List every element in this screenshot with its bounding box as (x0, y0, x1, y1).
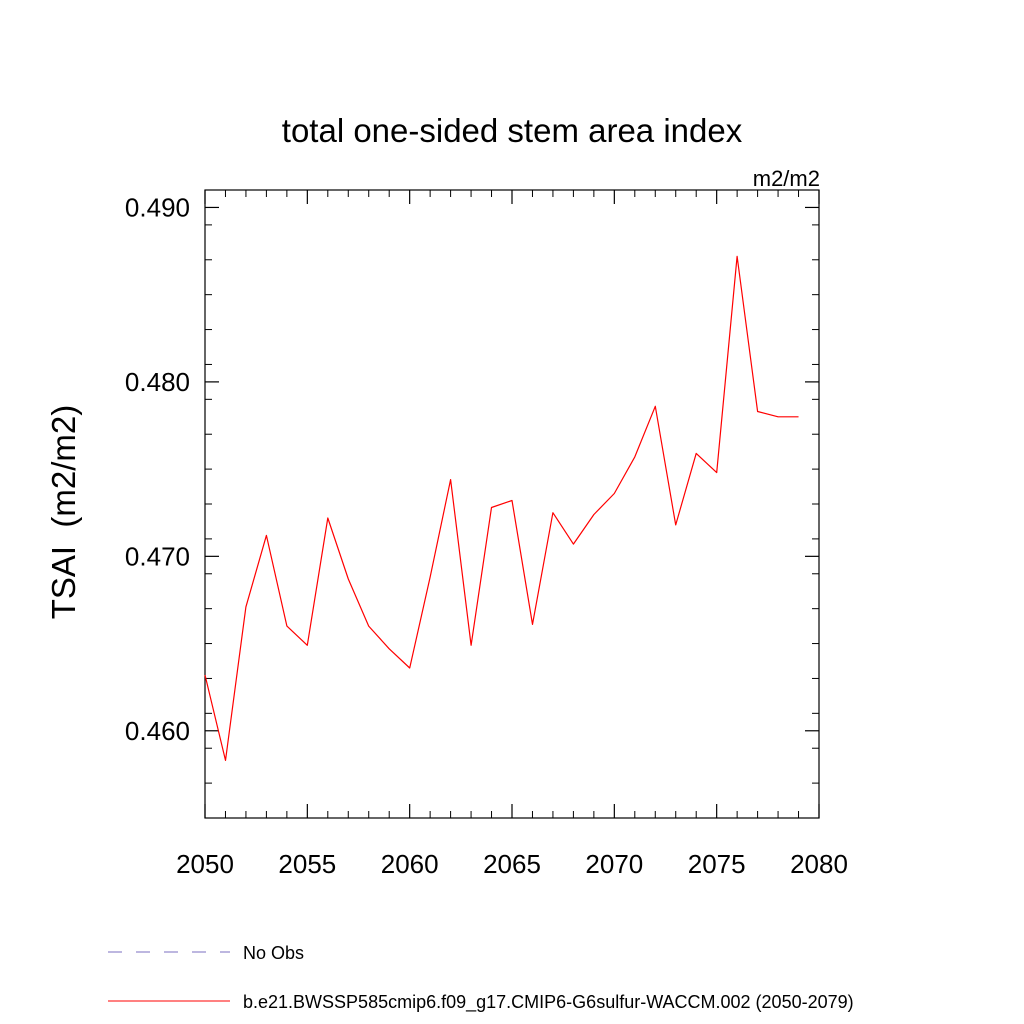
legend-label: No Obs (243, 943, 304, 963)
units-label: m2/m2 (753, 166, 820, 191)
x-tick-label: 2070 (585, 849, 643, 879)
legend-label: b.e21.BWSSP585cmip6.f09_g17.CMIP6-G6sulf… (243, 992, 854, 1013)
y-tick-label: 0.480 (125, 367, 190, 397)
y-tick-label: 0.470 (125, 541, 190, 571)
legend: No Obs b.e21.BWSSP585cmip6.f09_g17.CMIP6-… (108, 943, 854, 1013)
series-line (204, 255, 799, 762)
series-lines (204, 255, 799, 762)
axis-tick-labels: 2050 2055 2060 2065 2070 2075 2080 0.460 0.470 0.… (125, 192, 848, 879)
chart-title: total one-sided stem area index (282, 112, 743, 149)
x-tick-label: 2080 (790, 849, 848, 879)
x-tick-label: 2075 (688, 849, 746, 879)
y-tick-label: 0.490 (125, 192, 190, 222)
axis-ticks (204, 189, 820, 819)
y-tick-label: 0.460 (125, 716, 190, 746)
x-tick-label: 2060 (381, 849, 439, 879)
x-tick-label: 2055 (278, 849, 336, 879)
x-tick-label: 2050 (176, 849, 234, 879)
y-axis-label: TSAI (m2/m2) (45, 405, 82, 620)
x-tick-label: 2065 (483, 849, 541, 879)
